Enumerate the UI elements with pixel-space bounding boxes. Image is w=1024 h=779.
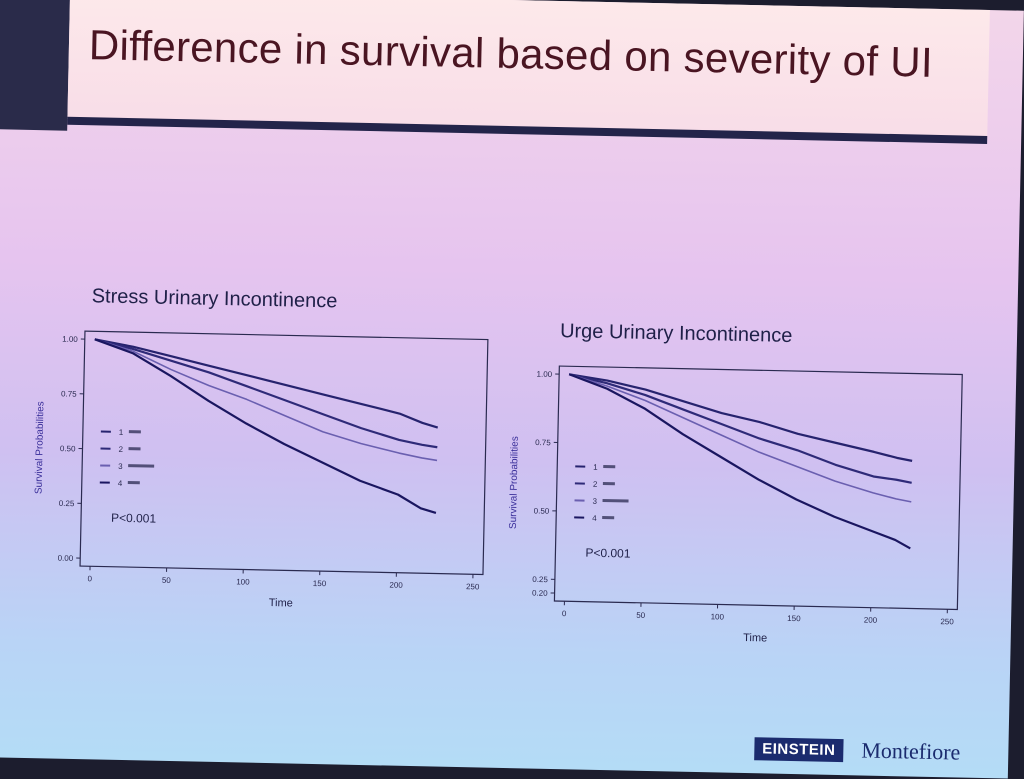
einstein-logo: EINSTEIN xyxy=(754,737,844,762)
y-tick-label: 0.00 xyxy=(58,554,74,563)
legend-label: 3 xyxy=(118,462,123,471)
p-value-annotation: P<0.001 xyxy=(585,546,631,561)
legend-label: 4 xyxy=(592,514,597,523)
legend-label: 4 xyxy=(118,479,123,488)
legend-label-blur xyxy=(128,447,140,450)
x-tick-label: 50 xyxy=(636,611,646,620)
urge-ui-chart: Urge Urinary Incontinence 0.25 0.50 0.75 1.… xyxy=(501,315,978,665)
montefiore-logo: Montefiore xyxy=(861,737,960,765)
x-tick-label: 250 xyxy=(466,582,480,591)
x-tick-label: 0 xyxy=(562,609,567,618)
legend-label-blur xyxy=(603,482,615,485)
chart-title: Urge Urinary Incontinence xyxy=(560,320,793,348)
x-tick-label: 100 xyxy=(711,612,725,621)
series-line-4 xyxy=(566,374,914,548)
x-tick-label: 0 xyxy=(87,574,92,583)
slide-left-edge xyxy=(0,0,70,131)
series-line-4 xyxy=(91,339,439,513)
plot-frame xyxy=(80,331,488,574)
legend-label: 2 xyxy=(118,445,123,454)
x-tick-label: 200 xyxy=(389,581,403,590)
legend-label-blur xyxy=(603,499,629,503)
y-tick-label: 1.00 xyxy=(62,335,78,344)
y-tick-label: 0.75 xyxy=(61,389,77,398)
legend-label: 1 xyxy=(593,463,598,472)
x-tick-label: 50 xyxy=(162,576,172,585)
slide-title: Difference in survival based on severity… xyxy=(88,21,933,87)
x-tick-label: 200 xyxy=(864,616,878,625)
footer-logos: EINSTEIN Montefiore xyxy=(754,735,961,765)
y-tick-label: 0.75 xyxy=(535,438,551,447)
plot-frame xyxy=(554,366,962,609)
legend-label: 3 xyxy=(592,497,597,506)
x-tick-label: 150 xyxy=(313,579,327,588)
x-axis-label: Time xyxy=(269,597,293,610)
legend-label-blur xyxy=(128,481,140,484)
y-axis-label: Survival Probabilities xyxy=(508,436,521,529)
y-tick-label: 0.25 xyxy=(532,575,548,584)
x-tick-label: 250 xyxy=(940,617,954,626)
legend-label: 2 xyxy=(593,480,598,489)
x-tick-label: 150 xyxy=(787,614,801,623)
series-line-3 xyxy=(92,339,439,460)
legend-label-blur xyxy=(129,430,141,433)
y-axis-label: Survival Probabilities xyxy=(34,401,47,494)
y-tick-label: 0.20 xyxy=(532,589,548,598)
series-line-2 xyxy=(93,339,440,447)
x-axis-label: Time xyxy=(743,632,767,645)
y-tick-label: 0.50 xyxy=(534,506,550,515)
urge-ui-plot: 0.25 0.50 0.75 1.00 0.20 0 50 100 150 200 250 Time S… xyxy=(501,315,978,665)
p-value-annotation: P<0.001 xyxy=(111,511,157,526)
y-tick-label: 0.25 xyxy=(59,499,75,508)
legend-label-blur xyxy=(128,464,154,468)
y-tick-label: 0.50 xyxy=(60,444,76,453)
x-tick-label: 100 xyxy=(236,577,250,586)
title-band: Difference in survival based on severity… xyxy=(67,0,989,138)
y-tick-label: 1.00 xyxy=(536,370,552,379)
legend-label-blur xyxy=(603,465,615,468)
legend-label: 1 xyxy=(119,428,124,437)
series-line-3 xyxy=(567,374,914,502)
legend-label-blur xyxy=(602,516,614,519)
